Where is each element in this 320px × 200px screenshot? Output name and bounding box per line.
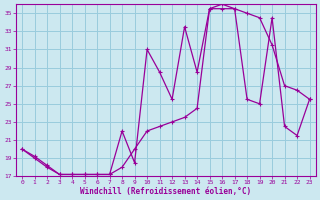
- X-axis label: Windchill (Refroidissement éolien,°C): Windchill (Refroidissement éolien,°C): [80, 187, 252, 196]
